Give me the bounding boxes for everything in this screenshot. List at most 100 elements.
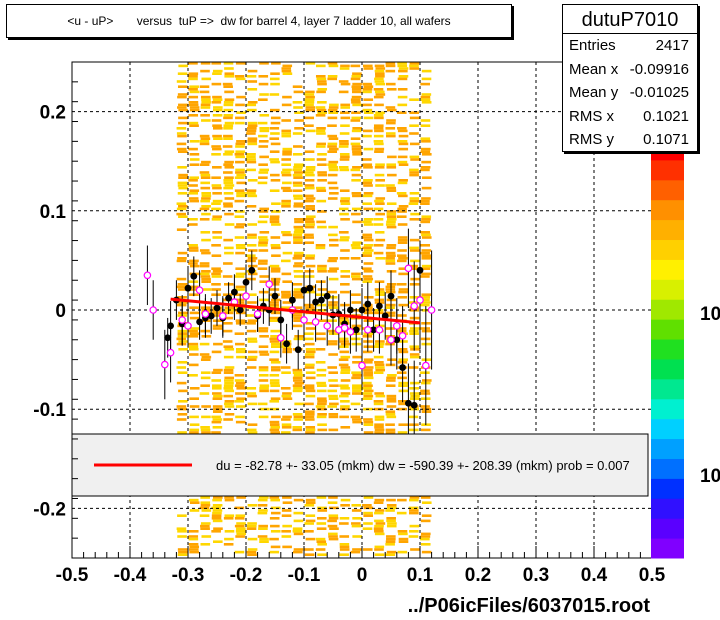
data-point-black	[364, 300, 372, 308]
hist-cell	[373, 88, 384, 91]
hist-cell	[246, 192, 256, 195]
hist-cell	[246, 322, 256, 325]
hist-cell	[223, 124, 234, 127]
hist-cell	[235, 381, 246, 385]
hist-cell	[235, 342, 245, 346]
hist-cell	[350, 168, 361, 172]
hist-cell	[421, 358, 432, 361]
hist-cell	[421, 249, 432, 252]
hist-cell	[189, 327, 200, 330]
hist-cell	[339, 545, 350, 549]
hist-cell	[374, 553, 385, 556]
hist-cell	[351, 212, 361, 216]
hist-cell	[270, 116, 281, 120]
hist-cell	[269, 93, 280, 96]
hist-cell	[315, 114, 326, 117]
hist-cell	[304, 342, 315, 346]
hist-cell	[362, 233, 373, 237]
hist-cell	[328, 496, 338, 499]
color-bar-segment	[651, 438, 684, 459]
hist-cell	[374, 363, 385, 367]
hist-cell	[270, 431, 280, 434]
hist-cell	[363, 184, 373, 187]
hist-cell	[409, 124, 419, 127]
hist-cell	[176, 228, 187, 231]
hist-cell	[421, 264, 432, 268]
hist-cell	[269, 407, 280, 411]
hist-cell	[352, 72, 362, 75]
hist-cell	[211, 62, 222, 65]
data-points	[143, 228, 436, 450]
hist-cell	[315, 129, 326, 133]
hist-cell	[201, 277, 211, 281]
hist-cell	[316, 127, 326, 130]
data-point-magenta	[149, 306, 158, 314]
hist-cell	[293, 511, 304, 515]
hist-cell	[421, 160, 431, 164]
hist-cell	[199, 264, 210, 268]
hist-cell	[304, 236, 314, 239]
hist-cell	[373, 114, 384, 117]
hist-cell	[282, 72, 293, 75]
hist-cell	[305, 166, 316, 169]
hist-cell	[247, 233, 257, 237]
hist-cell	[188, 537, 199, 541]
hist-cell	[340, 124, 350, 127]
hist-cell	[269, 374, 280, 377]
hist-cell	[316, 496, 327, 499]
hist-cell	[212, 324, 223, 328]
hist-cell	[293, 90, 304, 94]
hist-cell	[282, 348, 293, 351]
hist-cell	[259, 127, 269, 130]
hist-cell	[315, 145, 326, 148]
hist-cell	[305, 371, 316, 374]
hist-cell	[363, 371, 374, 374]
hist-cell	[374, 280, 385, 283]
hist-cell	[282, 392, 292, 395]
hist-cell	[211, 371, 222, 374]
hist-cell	[223, 355, 234, 359]
hist-cell	[257, 402, 268, 406]
hist-cell	[387, 358, 397, 361]
hist-cell	[293, 231, 304, 234]
hist-cell	[386, 415, 397, 419]
hist-cell	[271, 342, 281, 346]
hist-cell	[188, 101, 199, 104]
hist-cell	[235, 244, 246, 247]
hist-cell	[258, 345, 269, 348]
hist-cell	[246, 524, 257, 528]
hist-cell	[281, 158, 291, 161]
hist-cell	[270, 498, 281, 502]
hist-cell	[420, 147, 431, 151]
hist-cell	[386, 504, 397, 507]
hist-cell	[339, 350, 350, 354]
hist-cell	[409, 173, 419, 177]
hist-cell	[189, 176, 200, 179]
hist-cell	[420, 537, 430, 541]
hist-cell	[177, 134, 187, 138]
hist-cell	[247, 101, 258, 104]
hist-cell	[188, 329, 198, 333]
hist-cell	[316, 199, 327, 203]
hist-cell	[212, 405, 223, 408]
hist-cell	[188, 335, 199, 338]
hist-cell	[211, 153, 221, 156]
hist-cell	[385, 223, 396, 226]
hist-cell	[352, 387, 362, 390]
hist-cell	[270, 267, 281, 270]
hist-cell	[387, 374, 397, 377]
color-bar-segment	[651, 398, 684, 420]
hist-cell	[224, 72, 235, 75]
hist-cell	[420, 168, 430, 172]
hist-cell	[246, 550, 257, 554]
stat-row-entries: Entries 2417	[569, 35, 689, 57]
hist-cell	[224, 379, 234, 382]
hist-cell	[338, 166, 349, 169]
hist-cell	[328, 160, 339, 164]
hist-cell	[398, 257, 408, 260]
hist-cell	[339, 553, 349, 556]
hist-cell	[212, 134, 222, 138]
hist-cell	[305, 197, 316, 200]
hist-cell	[235, 322, 246, 325]
hist-cell	[282, 280, 293, 283]
